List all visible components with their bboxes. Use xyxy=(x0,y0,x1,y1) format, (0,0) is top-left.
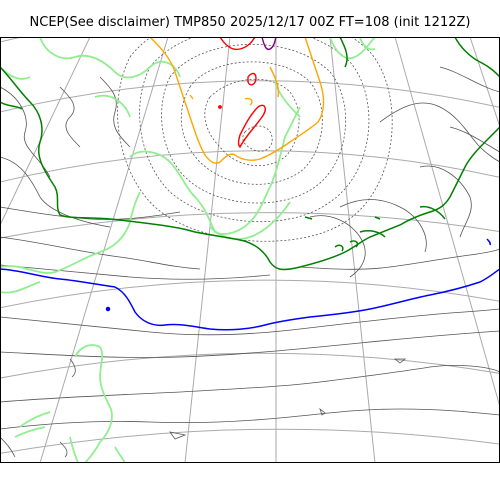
isotherm-light-green xyxy=(0,37,376,463)
isotherm-red xyxy=(218,37,266,149)
height-contours xyxy=(0,66,500,458)
longitude-line xyxy=(394,37,500,408)
longitude-line xyxy=(329,37,376,463)
isotherm-green xyxy=(0,37,500,271)
map-panel xyxy=(0,37,500,463)
dashed-contours xyxy=(117,37,393,242)
latitude-line xyxy=(0,80,500,113)
isotherm-blue xyxy=(0,238,500,331)
longitude-line xyxy=(469,37,500,129)
isotherm-purple xyxy=(261,37,277,51)
latitude-line xyxy=(0,212,500,239)
latitude-line xyxy=(0,37,500,43)
longitude-line xyxy=(184,37,231,463)
map-title: NCEP(See disclaimer) TMP850 2025/12/17 0… xyxy=(29,15,471,30)
latitude-line xyxy=(0,428,500,454)
isotherm-orange xyxy=(149,37,325,164)
map-canvas xyxy=(0,37,500,463)
latitude-line xyxy=(0,150,500,183)
longitude-line xyxy=(0,37,91,227)
